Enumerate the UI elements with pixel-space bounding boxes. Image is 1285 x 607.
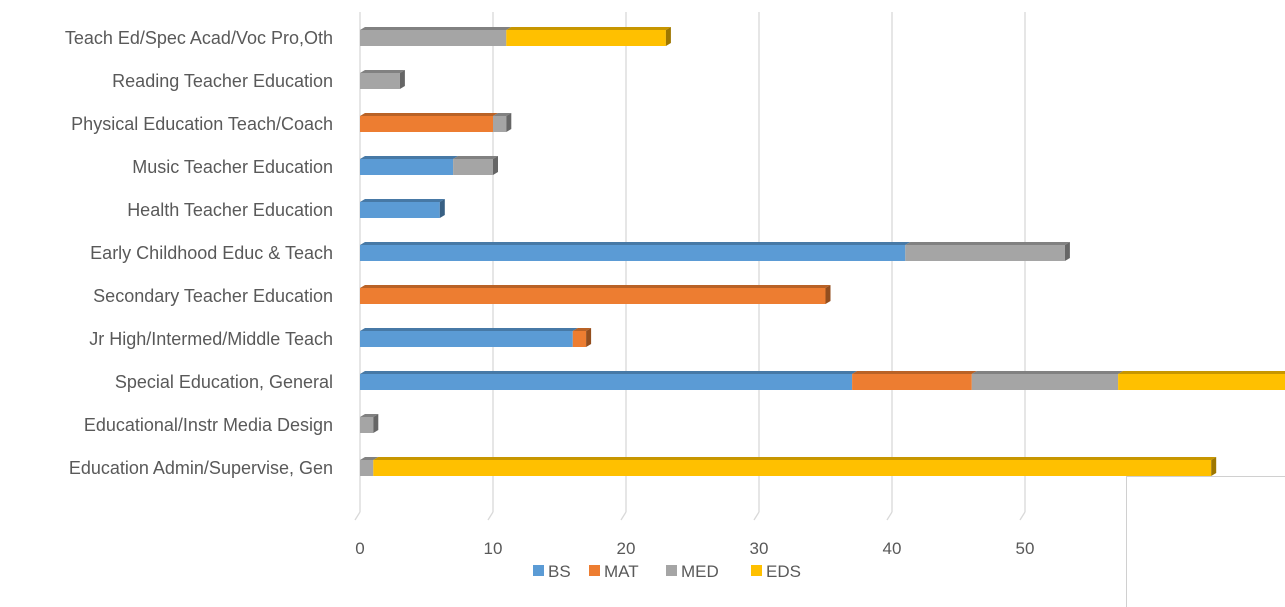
bar-segment-mat — [852, 374, 972, 390]
floor-tick-30 — [753, 511, 760, 521]
legend-swatch-mat — [589, 565, 600, 576]
bar-end-face — [825, 285, 831, 304]
bar-end-face — [439, 199, 445, 218]
overlay-panel — [1126, 476, 1285, 607]
bar-end-face — [399, 70, 405, 89]
floor-tick-0 — [354, 511, 361, 521]
floor-tick-20 — [620, 511, 627, 521]
bar-top-med — [971, 371, 1124, 374]
category-label: Education Admin/Supervise, Gen — [69, 458, 333, 478]
bar-segment-bs — [360, 331, 573, 347]
bars — [360, 27, 1285, 476]
bar-segment-med — [360, 417, 374, 433]
category-label: Teach Ed/Spec Acad/Voc Pro,Oth — [65, 28, 333, 48]
x-tick-label: 10 — [484, 539, 503, 558]
floor-tick-10 — [487, 511, 494, 521]
bar-top-bs — [360, 199, 445, 202]
category-label: Music Teacher Education — [132, 157, 333, 177]
category-label: Reading Teacher Education — [112, 71, 333, 91]
category-label: Early Childhood Educ & Teach — [90, 243, 333, 263]
category-labels: Teach Ed/Spec Acad/Voc Pro,Oth Reading Te… — [65, 28, 333, 478]
bar-top-med — [360, 70, 405, 73]
legend-swatch-bs — [533, 565, 544, 576]
floor-tick-50 — [1019, 511, 1026, 521]
bar-segment-eds — [506, 30, 666, 46]
bar-top-med — [493, 113, 512, 116]
bar-top-med — [360, 414, 379, 417]
category-label: Secondary Teacher Education — [93, 286, 333, 306]
bar-segment-med — [971, 374, 1119, 390]
chart-container: Teach Ed/Spec Acad/Voc Pro,Oth Reading Te… — [65, 12, 1285, 607]
bar-segment-bs — [360, 202, 440, 218]
bar-top-mat — [852, 371, 977, 374]
bar-top-eds — [506, 27, 671, 30]
bar-top-mat — [572, 328, 592, 331]
category-label: Health Teacher Education — [127, 200, 333, 220]
legend: BS MAT MED EDS — [533, 562, 801, 581]
bar-segment-mat — [572, 331, 587, 347]
bar-end-face — [665, 27, 671, 46]
bar-top-med — [360, 27, 512, 30]
bar-top-eds — [1118, 371, 1285, 374]
x-tick-label: 30 — [750, 539, 769, 558]
bar-end-face — [1211, 457, 1217, 476]
bar-segment-mat — [360, 288, 826, 304]
bar-top-bs — [360, 371, 858, 374]
x-tick-label: 50 — [1016, 539, 1035, 558]
bar-segment-med — [453, 159, 493, 175]
bar-end-face — [506, 113, 512, 132]
legend-label-med: MED — [681, 562, 719, 581]
bar-end-face — [373, 414, 379, 433]
bar-segment-bs — [360, 245, 906, 261]
x-tick-labels: 0 10 20 30 40 50 — [355, 539, 1034, 558]
bar-segment-eds — [373, 460, 1212, 476]
category-label: Special Education, General — [115, 372, 333, 392]
gridlines — [354, 12, 1026, 521]
bar-segment-mat — [360, 116, 493, 132]
stacked-bar-chart: Teach Ed/Spec Acad/Voc Pro,Oth Reading Te… — [65, 12, 1285, 581]
bar-segment-med — [905, 245, 1065, 261]
bar-segment-med — [493, 116, 507, 132]
bar-end-face — [586, 328, 592, 347]
bar-segment-med — [360, 73, 400, 89]
legend-label-bs: BS — [548, 562, 571, 581]
bar-top-mat — [360, 113, 498, 116]
legend-label-eds: EDS — [766, 562, 801, 581]
bar-top-bs — [360, 156, 459, 159]
x-tick-label: 0 — [355, 539, 364, 558]
bar-top-bs — [360, 328, 578, 331]
bar-top-eds — [373, 457, 1217, 460]
bar-top-med — [360, 457, 379, 460]
legend-swatch-eds — [751, 565, 762, 576]
legend-label-mat: MAT — [604, 562, 639, 581]
bar-segment-bs — [360, 374, 853, 390]
bar-segment-med — [360, 30, 507, 46]
x-tick-label: 20 — [617, 539, 636, 558]
bar-top-bs — [360, 242, 911, 245]
bar-end-face — [1064, 242, 1070, 261]
legend-swatch-med — [666, 565, 677, 576]
bar-segment-bs — [360, 159, 454, 175]
category-label: Physical Education Teach/Coach — [71, 114, 333, 134]
bar-top-med — [905, 242, 1070, 245]
x-tick-label: 40 — [883, 539, 902, 558]
bar-segment-eds — [1118, 374, 1285, 390]
category-label: Jr High/Intermed/Middle Teach — [89, 329, 333, 349]
bar-top-mat — [360, 285, 831, 288]
bar-segment-med — [360, 460, 374, 476]
floor-tick-40 — [886, 511, 893, 521]
category-label: Educational/Instr Media Design — [84, 415, 333, 435]
bar-top-med — [453, 156, 498, 159]
bar-end-face — [493, 156, 498, 175]
